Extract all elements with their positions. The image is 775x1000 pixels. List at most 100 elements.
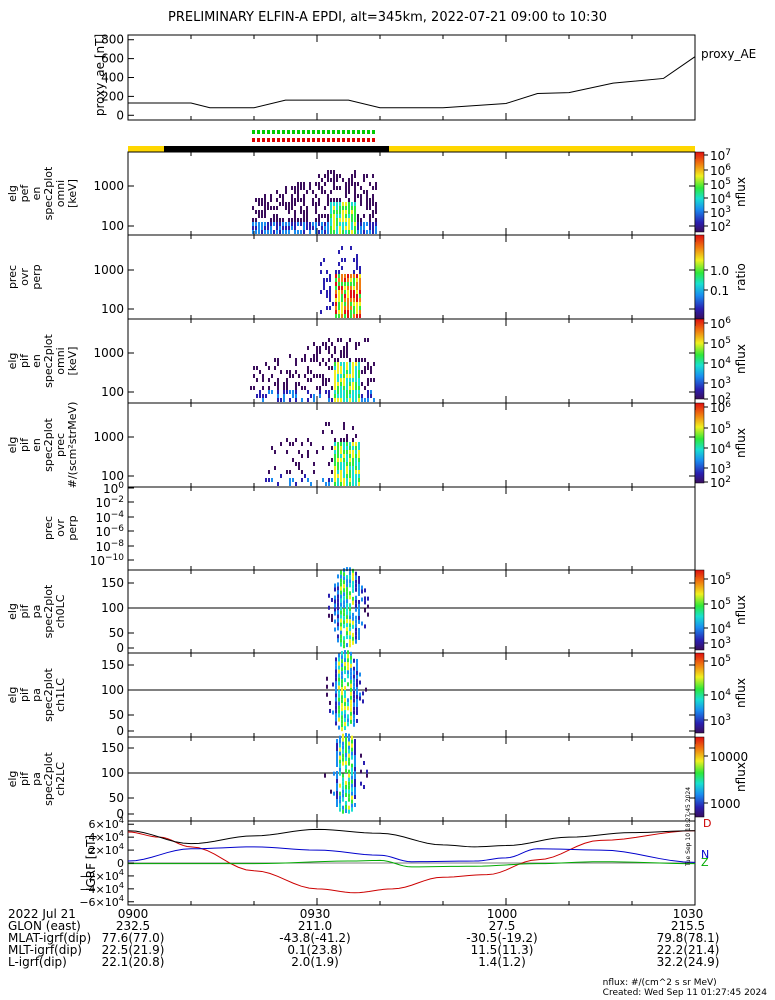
panel-ylabel-line: en [30, 187, 43, 201]
spectrogram-pixel [348, 222, 350, 226]
spectrogram-pixel [291, 198, 293, 202]
spectrogram-pixel [340, 482, 342, 486]
spectrogram-pixel [341, 659, 343, 664]
spectrogram-pixel [336, 226, 338, 230]
spectrogram-pixel [366, 202, 368, 206]
spectrogram-pixel [320, 310, 322, 314]
spectrogram-pixel [359, 696, 361, 701]
spectrogram-pixel [344, 294, 346, 298]
spectrogram-pixel [291, 218, 293, 222]
colorbar-tick-label: 104 [710, 688, 731, 703]
spectrogram-pixel [330, 178, 332, 182]
spectrogram-pixel [340, 622, 342, 627]
spectrogram-pixel [306, 214, 308, 218]
spectrogram-pixel [356, 306, 358, 310]
spectrogram-pixel [343, 458, 345, 462]
spectrogram-pixel [346, 631, 348, 636]
spectrogram-pixel [276, 198, 278, 202]
spectrogram-pixel [256, 394, 258, 398]
spectrogram-pixel [347, 722, 349, 727]
spectrogram-pixel [345, 757, 347, 761]
spectrogram-pixel [349, 382, 351, 386]
spectrogram-pixel [326, 290, 328, 294]
spectrogram-pixel [351, 779, 353, 784]
spectrogram-pixel [303, 214, 305, 218]
spectrogram-pixels [326, 650, 367, 732]
spectrogram-pixel [338, 705, 340, 710]
spectrogram-pixel [309, 182, 311, 186]
spectrogram-pixel [343, 422, 345, 426]
spectrogram-pixel [338, 673, 340, 678]
panel-pa_ch2: elg pif pa spec2plot ch2LC150100500100001000… [6, 733, 748, 822]
spectrogram-pixel [353, 658, 355, 663]
spectrogram-pixel [277, 482, 279, 486]
spectrogram-pixel [277, 382, 279, 386]
spectrogram-pixel [270, 198, 272, 202]
spectrogram-pixel [343, 616, 345, 621]
spectrogram-pixel [351, 803, 353, 808]
flag-mark-red [262, 138, 265, 142]
spectrogram-pixel [349, 575, 351, 580]
spectrogram-pixel [343, 478, 345, 482]
spectrogram-pixel [339, 210, 341, 214]
spectrogram-pixel [338, 314, 340, 318]
spectrogram-pixel [255, 210, 257, 214]
spectrogram-pixel [277, 378, 279, 382]
spectrogram-pixel [347, 706, 349, 711]
colorbar-label: ratio [734, 263, 748, 291]
spectrogram-pixel [347, 314, 349, 318]
spectrogram-pixel [352, 454, 354, 458]
spectrogram-pixel [320, 290, 322, 294]
spectrogram-pixel [286, 438, 288, 442]
panel-ylabel-line: spec2plot [42, 166, 55, 220]
colorbar-tick-label: 102 [710, 219, 731, 234]
spectrogram-pixel [349, 366, 351, 370]
flag-mark-red [317, 138, 320, 142]
spectrogram-pixel [357, 214, 359, 218]
spectrogram-pixel [264, 226, 266, 230]
spectrogram-pixel [366, 190, 368, 194]
spectrogram-pixel [250, 386, 252, 390]
spectrogram-pixel [340, 474, 342, 478]
spectrogram-pixel [328, 605, 330, 610]
spectrogram-pixel [361, 382, 363, 386]
ephem-value: 1030 [672, 907, 704, 921]
spectrogram-pixel [340, 378, 342, 382]
spectrogram-pixel [342, 210, 344, 214]
spectrogram-pixel [356, 310, 358, 314]
spectrogram-pixel [352, 370, 354, 374]
spectrogram-pixel [343, 374, 345, 378]
spectrogram-pixel [338, 306, 340, 310]
spectrogram-pixel [329, 278, 331, 282]
spectrogram-pixel [353, 706, 355, 711]
spectrogram-pixel [318, 230, 320, 234]
spectrogram-pixel [350, 687, 352, 692]
spectrogram-pixel [347, 714, 349, 719]
spectrogram-pixel [346, 615, 348, 620]
ytick-label: 50 [109, 708, 124, 722]
spectrogram-pixel [316, 346, 318, 350]
spectrogram-pixel [340, 570, 342, 575]
panel-pa_ch0: elg pif pa spec2plot ch0LC150100500105105104… [6, 567, 748, 655]
spectrogram-pixel [294, 202, 296, 206]
spectrogram-pixel [335, 689, 337, 694]
spectrogram-pixel [354, 226, 356, 230]
ytick-label: 100 [101, 766, 124, 780]
spectrogram-pixel [333, 230, 335, 234]
spectrogram-pixel [346, 478, 348, 482]
flag-mark-green [372, 130, 375, 134]
spectrogram-pixel [348, 214, 350, 218]
spectrogram-pixel [301, 454, 303, 458]
spectrogram-pixel [304, 474, 306, 478]
spectrogram-pixel [354, 182, 356, 186]
spectrogram-pixel [350, 282, 352, 286]
spectrogram-pixel [355, 583, 357, 588]
spectrogram-pixel [372, 202, 374, 206]
spectrogram-pixel [328, 338, 330, 342]
spectrogram-pixel [337, 482, 339, 486]
spectrogram-pixel [327, 194, 329, 198]
spectrogram-pixel [339, 198, 341, 202]
ytick-label: 800 [101, 33, 124, 47]
